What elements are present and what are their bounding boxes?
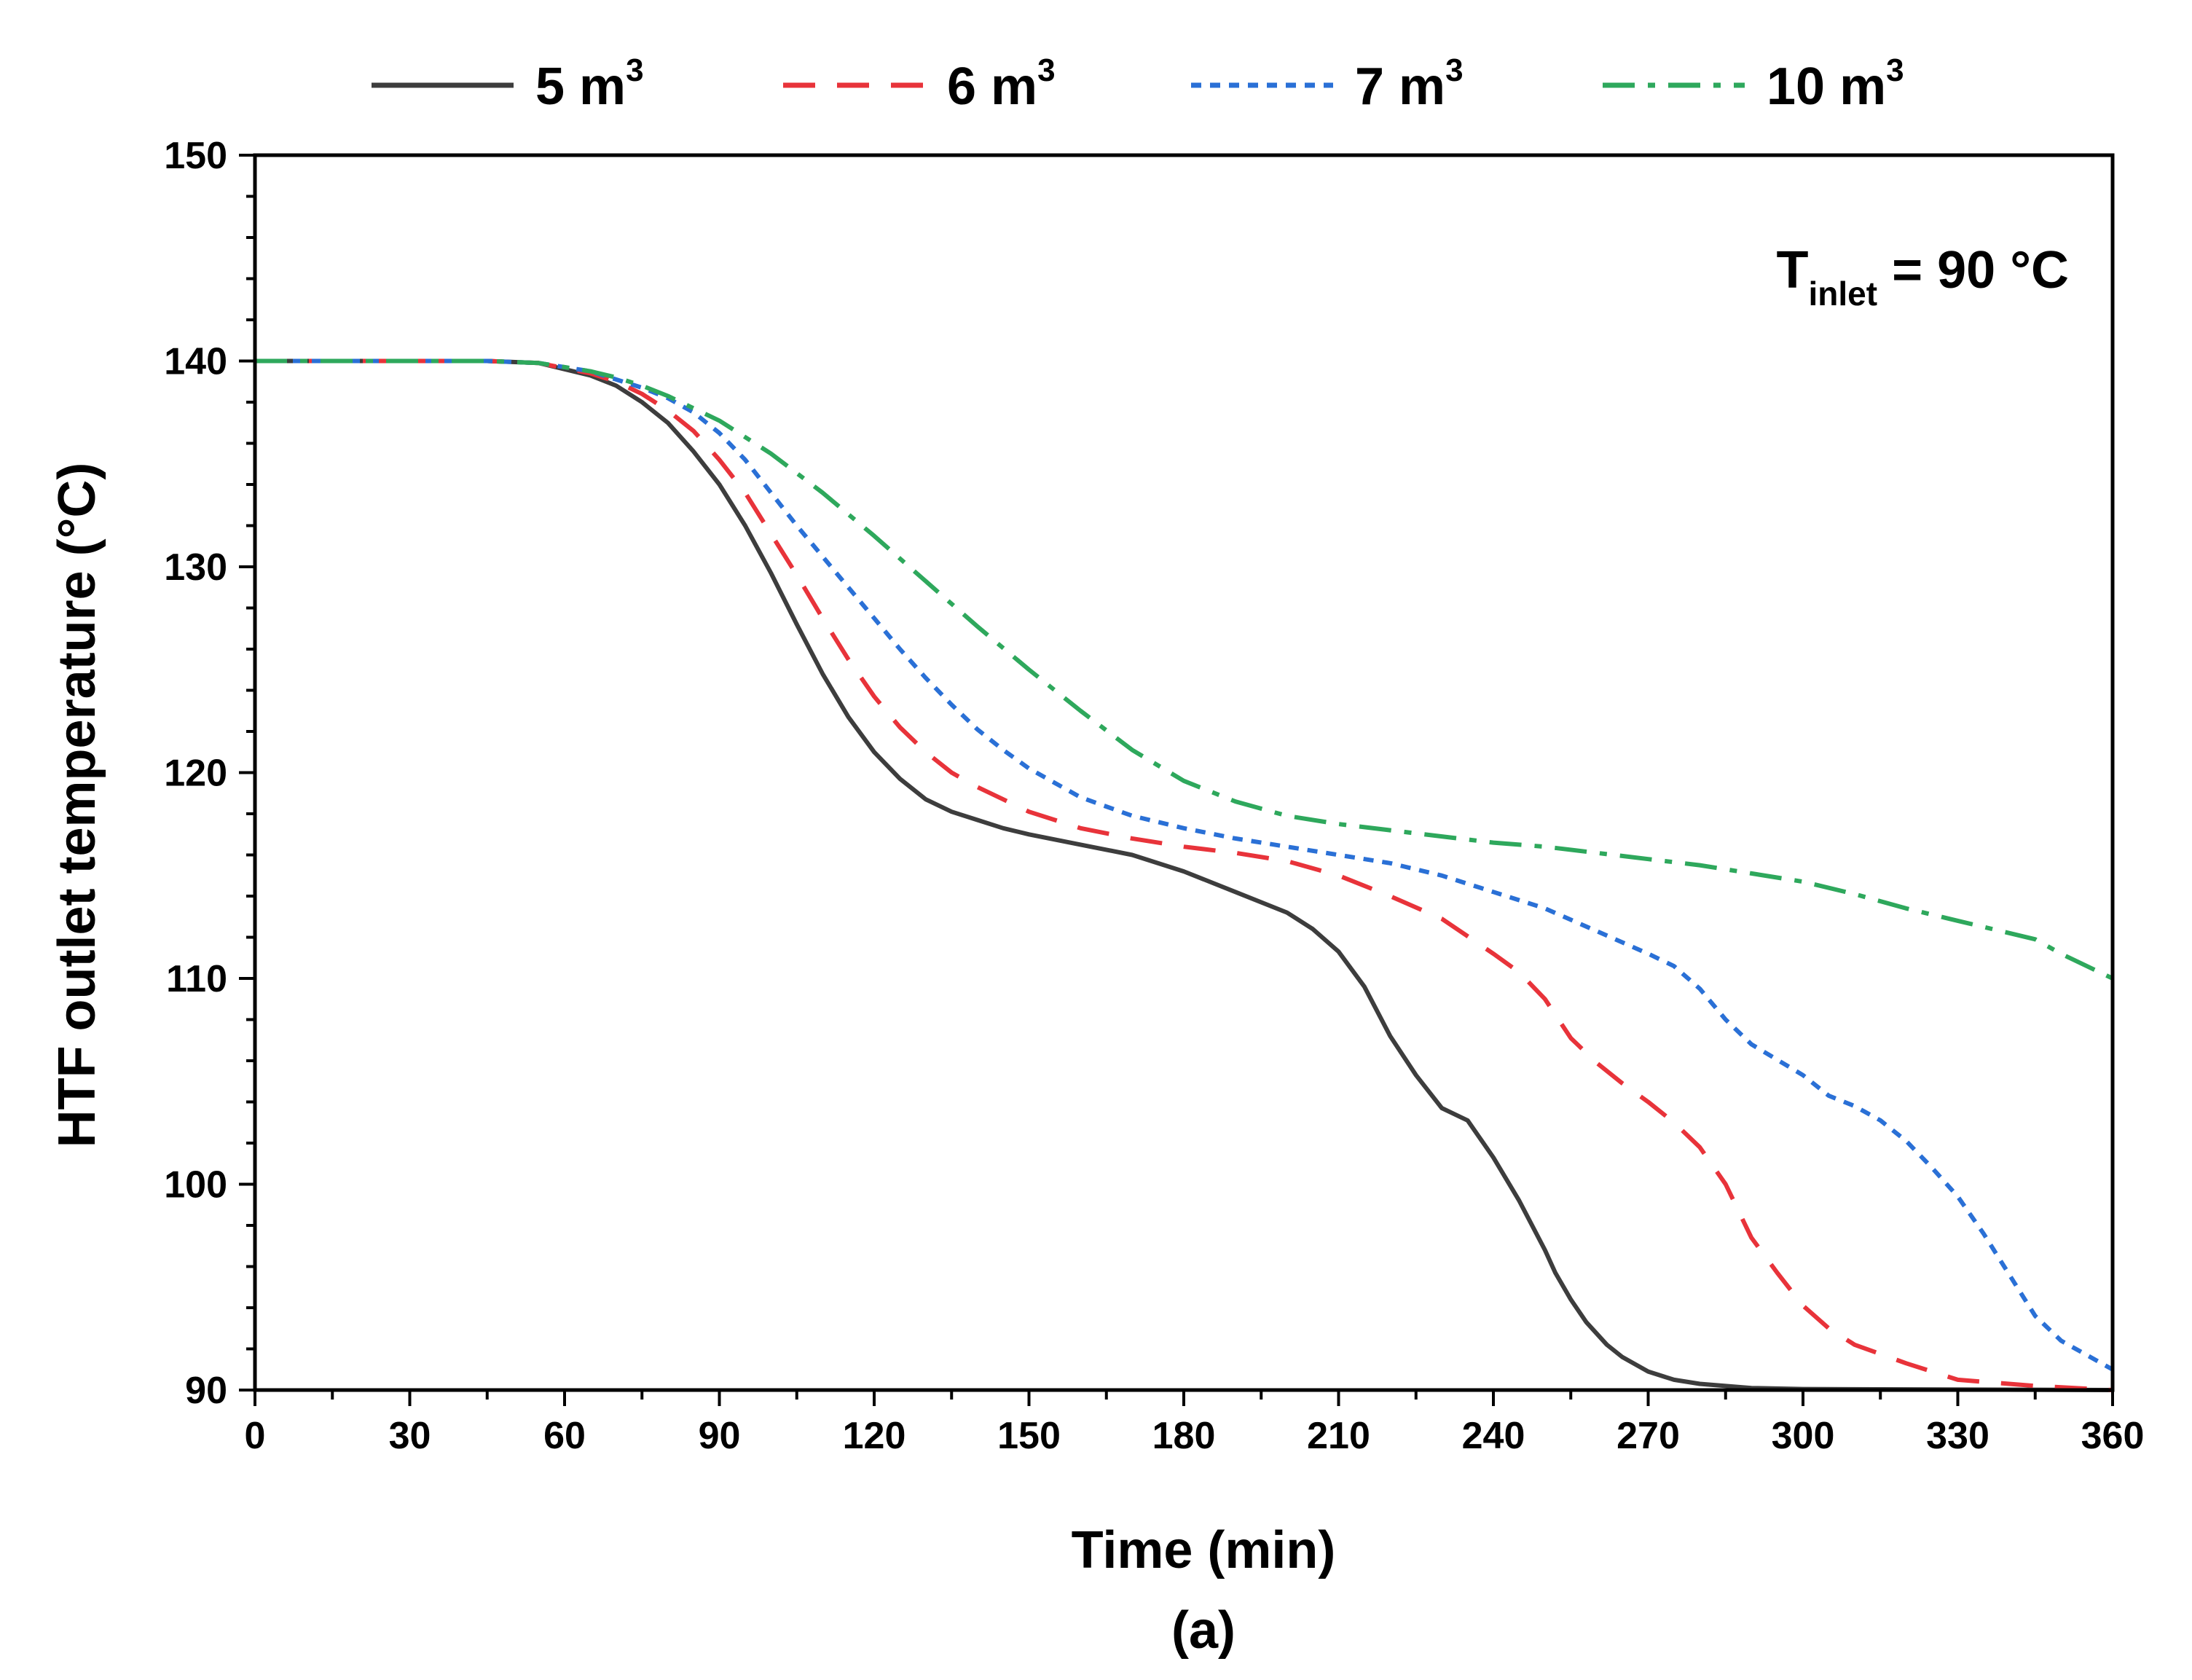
x-tick-label: 120: [843, 1415, 906, 1457]
series-line-4: [255, 358, 2114, 981]
x-tick-label: 150: [997, 1415, 1061, 1457]
y-tick-label: 90: [185, 1370, 227, 1412]
x-tick-label: 60: [543, 1415, 586, 1457]
x-tick-label: 240: [1462, 1415, 1525, 1457]
x-tick-label: 180: [1152, 1415, 1216, 1457]
tick-labels: 0 30 60 90 120 150 180 210 240 270 300 330 360 90 100 1…: [164, 135, 2144, 1457]
y-axis-title: HTF outlet temperature (°C): [48, 463, 106, 1148]
y-tick-label: 140: [164, 341, 227, 383]
y-tick-label: 110: [166, 958, 227, 1000]
legend-label-3: 7 m3: [1355, 52, 1464, 116]
inlet-temperature-annotation: Tinlet = 90 °C: [1777, 241, 2069, 313]
x-tick-label: 330: [1926, 1415, 1989, 1457]
x-tick-label: 210: [1307, 1415, 1370, 1457]
legend: 5 m3 6 m3 7 m3 10 m3: [372, 52, 1904, 116]
annotation-rest: = 90 °C: [1877, 241, 2069, 299]
x-tick-label: 0: [245, 1415, 266, 1457]
x-tick-label: 270: [1616, 1415, 1680, 1457]
x-axis-title: Time (min): [1072, 1521, 1336, 1579]
annotation-subscript: inlet: [1809, 275, 1878, 313]
y-tick-label: 150: [164, 135, 227, 177]
legend-label-2: 6 m3: [947, 52, 1056, 116]
series-line-2: [255, 358, 2113, 1392]
x-tick-label: 30: [389, 1415, 431, 1457]
x-tick-label: 300: [1772, 1415, 1835, 1457]
series-line-1: [255, 358, 2113, 1392]
series-layer: [255, 358, 2114, 1392]
y-tick-label: 130: [164, 546, 227, 589]
y-tick-label: 100: [164, 1164, 227, 1206]
x-tick-label: 90: [699, 1415, 741, 1457]
annotation-main: T: [1777, 241, 1809, 299]
plot-frame: [253, 153, 2115, 1392]
figure-caption: (a): [1171, 1601, 1236, 1660]
axis-ticks: [239, 154, 2114, 1406]
legend-label-1: 5 m3: [535, 52, 644, 116]
legend-label-4: 10 m3: [1767, 52, 1904, 116]
x-tick-label: 360: [2081, 1415, 2145, 1457]
series-line-3: [255, 358, 2114, 1372]
y-tick-label: 120: [164, 753, 227, 795]
